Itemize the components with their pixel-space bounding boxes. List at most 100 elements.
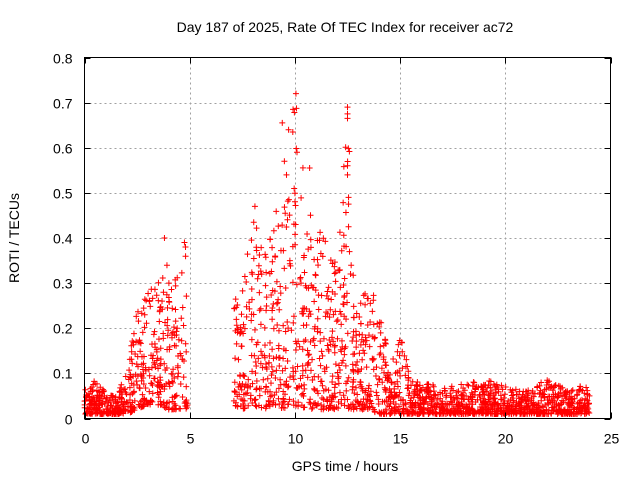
data-point (249, 380, 256, 387)
data-point (128, 356, 135, 363)
data-point (405, 410, 412, 417)
data-point (392, 392, 399, 399)
data-point (424, 405, 431, 412)
data-point (523, 397, 530, 404)
data-point (246, 299, 253, 306)
data-point (321, 368, 328, 375)
data-point (275, 327, 282, 334)
data-point (348, 262, 355, 269)
data-point (279, 401, 286, 408)
data-point (257, 321, 264, 328)
data-point (143, 320, 150, 327)
data-point (540, 390, 547, 397)
data-point (157, 360, 164, 367)
data-point (95, 394, 102, 401)
data-point (291, 198, 298, 205)
data-point (505, 409, 512, 416)
data-point (116, 405, 123, 412)
data-point (279, 222, 286, 229)
data-point (362, 334, 369, 341)
data-point (396, 403, 403, 410)
data-point (331, 406, 338, 413)
data-point (319, 382, 326, 389)
data-point (242, 390, 249, 397)
data-point (411, 390, 418, 397)
data-point (272, 374, 279, 381)
data-point (341, 345, 348, 352)
data-point (306, 351, 313, 358)
data-point (356, 350, 363, 357)
data-point (318, 401, 325, 408)
data-point (326, 314, 333, 321)
data-point (299, 367, 306, 374)
data-point (568, 396, 575, 403)
data-point (292, 347, 299, 354)
data-point (447, 408, 454, 415)
data-point (362, 387, 369, 394)
data-point (256, 251, 263, 258)
data-point (287, 374, 294, 381)
data-point (328, 396, 335, 403)
data-point (91, 378, 98, 385)
data-point (272, 253, 279, 260)
data-point (149, 355, 156, 362)
data-point (102, 398, 109, 405)
data-point (487, 390, 494, 397)
data-point (341, 351, 348, 358)
data-point (343, 290, 350, 297)
data-point (120, 403, 127, 410)
data-point (322, 238, 329, 245)
data-point (412, 401, 419, 408)
data-point (253, 403, 260, 410)
data-point (141, 311, 148, 318)
data-point (282, 365, 289, 372)
data-point (277, 376, 284, 383)
data-point (166, 399, 173, 406)
data-point (544, 379, 551, 386)
data-point (468, 389, 475, 396)
data-point (509, 402, 516, 409)
data-point (315, 400, 322, 407)
data-point (139, 329, 146, 336)
data-point (463, 401, 470, 408)
data-point (245, 402, 252, 409)
data-point (491, 404, 498, 411)
data-point (145, 366, 152, 373)
data-point (384, 375, 391, 382)
data-point (155, 379, 162, 386)
data-point (549, 404, 556, 411)
data-point (238, 311, 245, 318)
data-point (147, 303, 154, 310)
data-point (151, 359, 158, 366)
data-point (559, 384, 566, 391)
data-point (569, 387, 576, 394)
data-point (252, 396, 259, 403)
data-point (97, 384, 104, 391)
data-point (120, 386, 127, 393)
data-point (236, 391, 243, 398)
data-point (316, 237, 323, 244)
data-point (168, 330, 175, 337)
data-point (391, 385, 398, 392)
data-point (353, 405, 360, 412)
data-point (132, 351, 139, 358)
data-point (290, 372, 297, 379)
data-point (385, 369, 392, 376)
data-point (262, 254, 269, 261)
data-point (266, 353, 273, 360)
data-point (479, 389, 486, 396)
data-point (288, 327, 295, 334)
data-point (377, 343, 384, 350)
data-point (268, 363, 275, 370)
data-point (169, 378, 176, 385)
data-point (390, 355, 397, 362)
data-point (543, 386, 550, 393)
data-point (538, 379, 545, 386)
data-point (329, 373, 336, 380)
data-point (248, 336, 255, 343)
data-point (340, 300, 347, 307)
data-point (233, 316, 240, 323)
data-point (353, 384, 360, 391)
data-point (345, 405, 352, 412)
data-point (251, 203, 258, 210)
